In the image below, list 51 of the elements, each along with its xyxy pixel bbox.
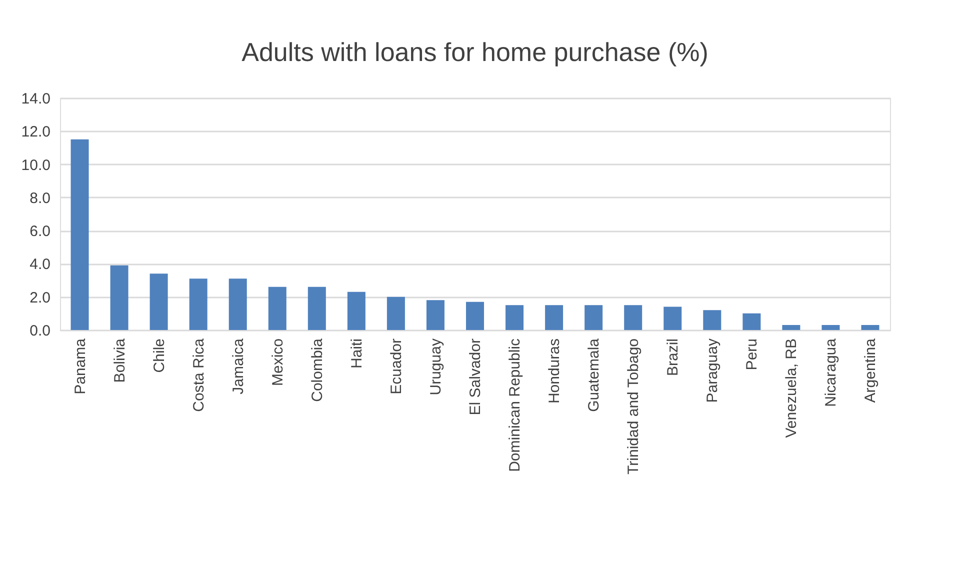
y-tick-label: 12.0 xyxy=(21,124,50,141)
bar xyxy=(506,305,524,330)
x-tick-label: Jamaica xyxy=(230,338,247,394)
y-tick-label: 6.0 xyxy=(30,223,50,240)
x-tick-label: Venezuela, RB xyxy=(783,338,800,438)
bar xyxy=(466,302,484,330)
x-tick-label: Haiti xyxy=(348,338,366,369)
bar xyxy=(308,286,326,330)
x-tick-label: Honduras xyxy=(546,338,564,404)
bar xyxy=(386,296,405,330)
x-tick-label: Dominican Republic xyxy=(506,338,524,472)
bar xyxy=(189,278,208,330)
bar xyxy=(545,305,564,330)
bar xyxy=(822,325,840,330)
x-tick-label: Brazil xyxy=(664,338,682,376)
bar xyxy=(742,313,761,330)
x-tick-label: El Salvador xyxy=(467,338,484,416)
bar xyxy=(110,265,128,330)
x-tick-label: Chile xyxy=(150,338,168,373)
bar xyxy=(624,305,642,330)
x-tick-label: Trinidad and Tobago xyxy=(625,338,642,474)
bar xyxy=(703,310,722,330)
x-tick-label: Argentina xyxy=(862,338,880,403)
chart-title: Adults with loans for home purchase (%) xyxy=(242,37,708,67)
bar xyxy=(150,274,168,330)
x-tick-label: Guatemala xyxy=(586,338,603,412)
x-tick-label: Uruguay xyxy=(427,338,444,396)
x-tick-label: Nicaragua xyxy=(822,338,840,407)
y-tick-label: 8.0 xyxy=(30,190,50,207)
y-tick-label: 2.0 xyxy=(30,289,50,306)
bar xyxy=(228,278,247,330)
y-tick-label: 4.0 xyxy=(30,256,50,274)
bar xyxy=(70,139,89,330)
x-tick-label: Paraguay xyxy=(704,338,722,403)
y-tick-label: 10.0 xyxy=(21,156,50,174)
bar xyxy=(782,325,800,330)
bar xyxy=(584,305,603,330)
x-tick-label: Mexico xyxy=(269,338,286,386)
bar xyxy=(268,286,286,330)
y-tick-label: 0.0 xyxy=(30,322,50,340)
x-tick-label: Bolivia xyxy=(111,338,128,383)
x-tick-label: Peru xyxy=(744,338,761,370)
bar xyxy=(426,300,444,330)
x-tick-label: Panama xyxy=(72,338,89,394)
y-tick-label: 14.0 xyxy=(21,90,50,108)
x-tick-label: Costa Rica xyxy=(190,338,208,412)
x-tick-label: Colombia xyxy=(308,338,326,402)
bar xyxy=(664,306,682,330)
x-tick-label: Ecuador xyxy=(388,338,405,394)
bar xyxy=(861,325,880,330)
bar xyxy=(347,292,366,330)
